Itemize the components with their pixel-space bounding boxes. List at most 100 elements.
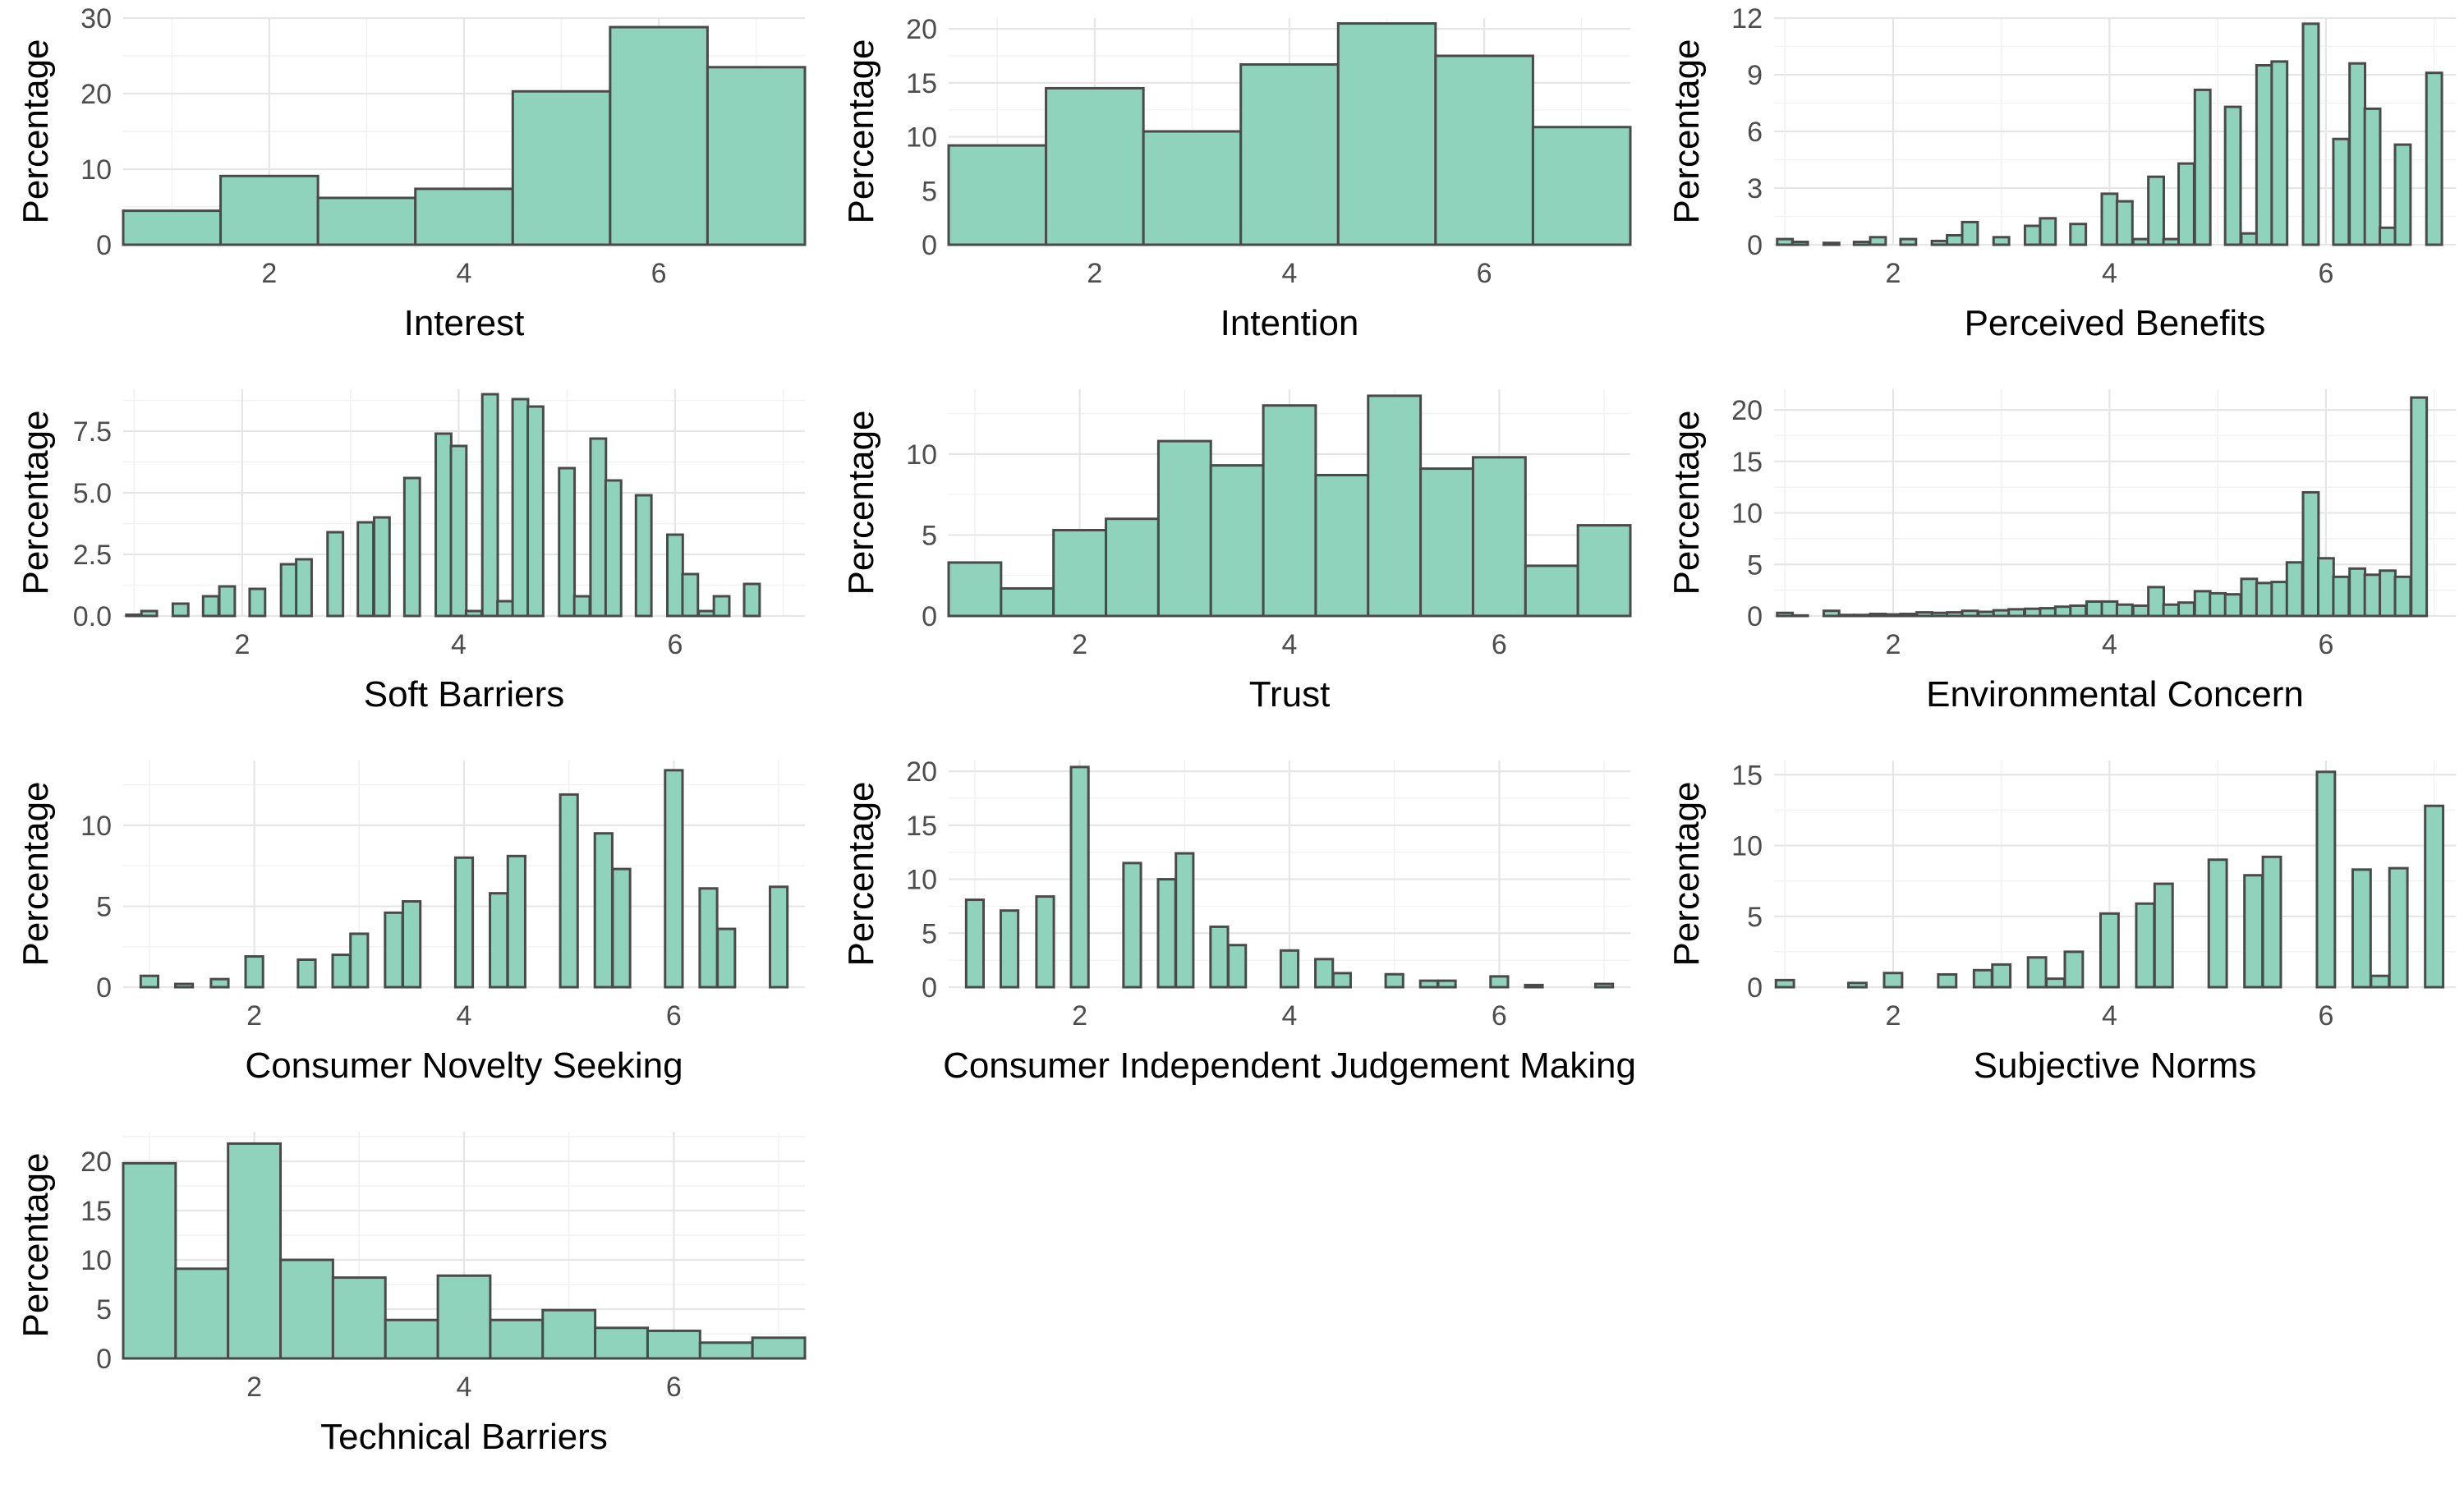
histogram-svg: 2 4 6 0 5 10 Consumer Novelty Seeking Percentag…: [16, 761, 805, 1086]
y-tick-label: 7.5: [73, 416, 112, 448]
y-tick-label: 12: [1731, 3, 1763, 34]
y-tick-label: 15: [906, 811, 937, 842]
histogram-panel: 2 4 6 0 5 10 15 Subjective Norms Percentage: [1651, 742, 2464, 1114]
y-tick-label: 0: [922, 972, 937, 1004]
histogram-bar: [122, 209, 223, 246]
histogram-bar: [434, 432, 453, 618]
y-tick-label: 15: [80, 1196, 112, 1227]
histogram-bar: [2045, 977, 2066, 989]
x-tick-label: 4: [451, 629, 467, 660]
histogram-bar: [2177, 162, 2195, 246]
histogram-svg: 2 4 6 0 5 10 15 20 Consumer Independent Judgemen…: [841, 756, 1636, 1086]
y-tick-label: 0: [922, 230, 937, 261]
y-tick-label: 5: [922, 918, 937, 949]
histogram-bar: [1776, 611, 1795, 618]
y-tick-label: 0: [96, 1344, 112, 1375]
histogram-bar: [2026, 956, 2048, 989]
histogram-bar: [227, 1142, 283, 1360]
y-axis-title: Percentage: [16, 410, 56, 595]
y-axis-title: Percentage: [841, 781, 881, 966]
histogram-bar: [2069, 223, 2088, 246]
histogram-bar: [2023, 224, 2042, 246]
x-tick-label: 6: [1492, 629, 1507, 660]
histogram-bar: [2351, 868, 2372, 989]
histogram-bar: [331, 954, 352, 989]
histogram-bar: [218, 585, 237, 618]
x-tick-label: 2: [261, 258, 277, 289]
histogram-bar: [2240, 577, 2259, 618]
histogram-bar: [2261, 855, 2282, 989]
histogram-bar: [2379, 569, 2397, 618]
histogram-bar: [1961, 609, 1979, 618]
x-axis-title: Perceived Benefits: [1965, 303, 2266, 343]
x-axis-title: Soft Barriers: [364, 674, 565, 715]
histogram-bar: [464, 609, 483, 618]
x-axis-title: Interest: [404, 303, 525, 343]
histogram-bar: [609, 25, 709, 246]
histogram-bar: [559, 793, 579, 989]
histogram-panel: 2 4 6 0 5 10 Consumer Novelty Seeking Percentag…: [0, 742, 813, 1114]
histogram-panel: 2 4 6 0.0 2.5 5.0 7.5 Soft Barriers Percentage: [0, 371, 813, 742]
y-axis-title: Percentage: [16, 39, 56, 223]
histogram-bar: [1239, 63, 1340, 246]
histogram-bar: [2162, 237, 2181, 246]
y-tick-label: 10: [80, 154, 112, 186]
histogram-bar: [297, 958, 317, 989]
y-tick-label: 0: [1747, 972, 1763, 1004]
histogram-bar: [999, 909, 1020, 989]
histogram-bar: [2100, 192, 2119, 246]
bars: [1776, 22, 2443, 246]
histogram-bar: [768, 885, 789, 989]
histogram-bar: [1175, 852, 1195, 989]
bars: [947, 394, 1632, 618]
x-axis-title: Consumer Novelty Seeking: [245, 1046, 683, 1086]
histogram-bar: [1142, 130, 1243, 246]
histogram-bar: [1052, 529, 1108, 618]
histogram-bar: [1776, 237, 1795, 246]
x-tick-label: 2: [234, 629, 250, 660]
x-tick-label: 4: [1282, 1000, 1298, 1032]
histogram-bar: [964, 898, 986, 989]
x-axis-title: Consumer Independent Judgement Making: [943, 1046, 1636, 1086]
histogram-bar: [279, 563, 298, 618]
bars: [122, 1142, 807, 1360]
histogram-bar: [1977, 610, 1996, 618]
y-tick-label: 0: [1747, 230, 1763, 261]
histogram-bar: [1434, 54, 1534, 246]
histogram-bar: [279, 1258, 334, 1360]
histogram-bar: [414, 187, 514, 246]
histogram-bar: [1992, 236, 2011, 246]
y-tick-label: 20: [80, 1147, 112, 1178]
x-axis-title: Technical Barriers: [320, 1417, 608, 1457]
x-tick-label: 4: [457, 1372, 472, 1403]
histogram-panel: 2 4 6 0 5 10 Trust Percentage: [825, 371, 1639, 742]
histogram-bar: [1419, 467, 1474, 618]
histogram-bar: [480, 393, 499, 618]
y-tick-label: 10: [906, 439, 937, 471]
y-tick-label: 20: [906, 756, 937, 788]
y-tick-label: 0.0: [73, 601, 112, 632]
histogram-bar: [1437, 979, 1457, 989]
histogram-bar: [2007, 608, 2026, 618]
histogram-bar: [1122, 862, 1142, 989]
y-axis-title: Percentage: [16, 781, 56, 966]
histogram-bar: [171, 602, 190, 618]
x-tick-label: 6: [666, 1000, 682, 1032]
histogram-bar: [2363, 573, 2382, 618]
histogram-bar: [681, 572, 700, 618]
y-axis-title: Percentage: [841, 410, 881, 595]
histogram-bar: [1314, 473, 1370, 618]
histogram-svg: 2 4 6 0 5 10 15 20 Intention Percentage: [841, 14, 1632, 343]
histogram-bar: [1899, 237, 1918, 246]
bars: [1776, 396, 2429, 618]
histogram-bar: [1991, 963, 2012, 989]
y-tick-label: 5: [1747, 902, 1763, 933]
histogram-bar: [2147, 175, 2165, 246]
histogram-bar: [1822, 609, 1841, 618]
histogram-bar: [1946, 611, 1964, 618]
histogram-bar: [1471, 456, 1527, 618]
x-axis-title: Intention: [1221, 303, 1359, 343]
histogram-bar: [1593, 982, 1615, 989]
x-tick-label: 2: [1072, 1000, 1087, 1032]
histogram-bar: [1884, 613, 1902, 618]
